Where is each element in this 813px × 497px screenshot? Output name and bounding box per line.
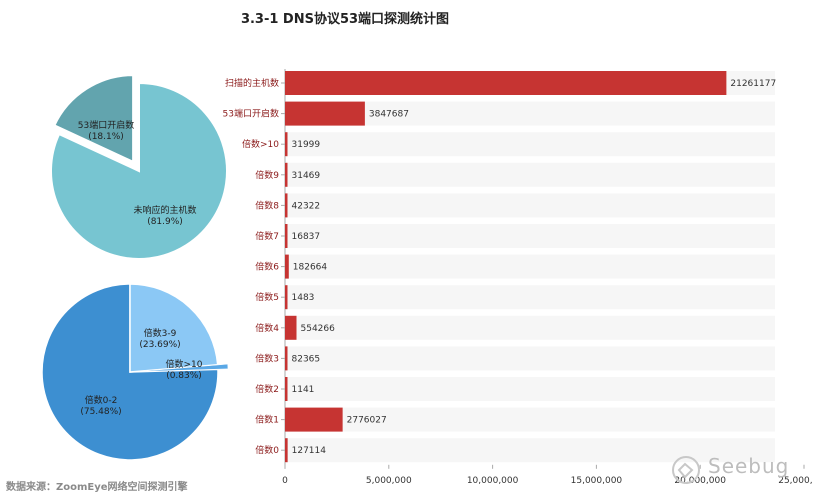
bar-category-label: 倍数9 <box>255 169 279 181</box>
bar-category-label: 倍数2 <box>255 383 279 395</box>
pie-slice-label: 53端口开启数 <box>78 119 134 131</box>
x-axis-tick-label: 0 <box>282 476 288 486</box>
bar-category-label: 倍数1 <box>255 414 279 426</box>
bar-track <box>285 162 775 187</box>
bar-category-label: 倍数5 <box>255 291 279 303</box>
pie-slice-0 <box>50 81 228 260</box>
bar-8 <box>285 315 297 340</box>
seebug-watermark-text: Seebug <box>708 454 790 478</box>
seebug-logo-icon <box>672 456 700 484</box>
pie-slice-percent: (0.83%) <box>166 371 202 381</box>
seebug-watermark: Seebug <box>668 450 798 490</box>
bar-category-label: 倍数8 <box>255 199 279 211</box>
pie-slice-1 <box>129 283 219 373</box>
bar-value-label: 16837 <box>292 232 321 242</box>
chart-title: 3.3-1 DNS协议53端口探测统计图 <box>240 12 450 27</box>
pie-slice-label: 未响应的主机数 <box>133 204 196 216</box>
bar-category-label: 扫描的主机数 <box>225 77 279 89</box>
bar-track <box>285 407 775 432</box>
bar-value-label: 21261177 <box>730 79 776 89</box>
pie-slice-label: 倍数>10 <box>166 358 203 370</box>
bar-11 <box>285 407 343 432</box>
bar-track <box>285 254 775 279</box>
bar-value-label: 554266 <box>301 324 336 334</box>
pie-slice-percent: (81.9%) <box>147 217 183 227</box>
pie-slice-percent: (23.69%) <box>139 340 180 350</box>
bar-12 <box>285 438 288 463</box>
bar-9 <box>285 346 288 371</box>
bar-value-label: 127114 <box>292 446 327 456</box>
x-axis-tick-label: 10,000,000 <box>467 476 519 486</box>
bar-track <box>285 193 775 218</box>
pie-chart-multiplier: 倍数0-2(75.48%) 倍数3-9(23.69%) 倍数>10(0.83%) <box>41 283 229 461</box>
pie-slice-percent: (18.1%) <box>88 132 124 142</box>
bar-category-label: 倍数6 <box>255 261 279 273</box>
pie-slice-1 <box>51 73 136 165</box>
x-axis-tick-label: 20,000,000 <box>674 476 726 486</box>
bar-track <box>285 101 775 126</box>
bar-category-label: 倍数0 <box>255 444 279 456</box>
bar-track <box>285 132 775 157</box>
bar-6 <box>285 254 289 279</box>
pie-slice-percent: (75.48%) <box>80 407 121 417</box>
bar-category-label: 倍数4 <box>255 322 279 334</box>
bar-track <box>285 315 775 340</box>
pie-chart-port-open: 未响应的主机数(81.9%) 53端口开启数(18.1%) <box>50 73 228 260</box>
bar-track <box>285 377 775 401</box>
bar-3 <box>285 162 288 187</box>
x-axis-tick-label: 15,000,000 <box>571 476 623 486</box>
bar-category-label: 倍数3 <box>255 352 279 364</box>
bar-category-label: 53端口开启数 <box>223 108 279 120</box>
bar-value-label: 31999 <box>292 140 321 150</box>
pie-slice-2 <box>137 363 229 372</box>
pie-slice-label: 倍数0-2 <box>85 394 118 406</box>
bar-chart-probe-stats: 21261177 扫描的主机数 3847687 53端口开启数 31999 倍数>10 31… <box>223 69 813 486</box>
x-axis-tick-label: 25,000,000 <box>778 476 813 486</box>
bar-value-label: 2776027 <box>347 416 387 426</box>
bar-2 <box>285 132 288 157</box>
bar-5 <box>285 224 288 248</box>
bar-7 <box>285 285 288 310</box>
bar-value-label: 3847687 <box>369 110 409 120</box>
data-source-note: 数据来源：ZoomEye网络空间探测引擎 <box>6 482 188 493</box>
pie-slice-label: 倍数3-9 <box>144 327 177 339</box>
bar-value-label: 42322 <box>292 201 321 211</box>
bar-value-label: 82365 <box>292 354 321 364</box>
bar-category-label: 倍数>10 <box>242 138 279 150</box>
bar-track <box>285 224 775 248</box>
bar-value-label: 1483 <box>292 293 315 303</box>
x-axis-tick-label: 5,000,000 <box>366 476 412 486</box>
bar-track <box>285 285 775 310</box>
bar-1 <box>285 101 365 126</box>
bar-10 <box>285 377 288 401</box>
bar-0 <box>285 71 727 95</box>
bar-value-label: 182664 <box>293 263 328 273</box>
bar-4 <box>285 193 288 218</box>
bar-value-label: 31469 <box>292 171 321 181</box>
bar-category-label: 倍数7 <box>255 230 279 242</box>
bar-value-label: 1141 <box>292 385 315 395</box>
bar-track <box>285 346 775 371</box>
